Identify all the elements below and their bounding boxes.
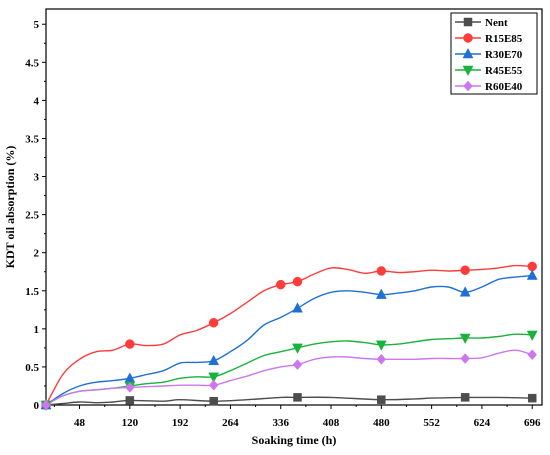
x-tick-label: 480 [373, 417, 390, 429]
data-point-neat [460, 393, 470, 402]
legend-marker-r15e85 [463, 33, 473, 43]
x-tick-label: 624 [474, 417, 491, 429]
data-point-r45e55 [208, 372, 220, 383]
data-point-r30e70 [526, 269, 538, 280]
data-point-r30e70 [292, 302, 303, 313]
data-point-neat [293, 393, 302, 402]
y-axis: 0 0.5 1 1.5 2 2.5 3 3.5 4 4.5 5 [25, 19, 46, 412]
legend-marker-r30e70 [462, 47, 474, 59]
data-point-r60e40 [292, 359, 303, 371]
x-tick-label: 48 [74, 417, 86, 429]
legend-label-r45e55: R45E55 [485, 65, 523, 77]
x-tick-label: 264 [222, 417, 239, 429]
y-tick-label: 0.5 [25, 362, 39, 374]
y-tick-label: 1.5 [25, 286, 39, 298]
data-point-r60e40 [527, 349, 538, 361]
data-point-r15e85 [275, 279, 286, 290]
data-point-r45e55 [292, 343, 303, 354]
y-axis-title: KDT oil absorption (%) [3, 146, 17, 269]
x-tick-label: 120 [122, 417, 139, 429]
x-tick-label: 408 [323, 417, 340, 429]
x-tick-label: 696 [524, 417, 541, 429]
y-tick-label: 1 [34, 324, 40, 336]
data-point-r15e85 [125, 339, 135, 349]
data-point-r60e40 [460, 353, 470, 364]
x-tick-label: 336 [272, 417, 289, 429]
data-point-r60e40 [208, 379, 219, 391]
data-point-r15e85 [460, 265, 470, 275]
legend-label-r60e40: R60E40 [485, 81, 523, 93]
data-point-r15e85 [376, 266, 387, 276]
data-point-r30e70 [459, 286, 471, 297]
data-point-r15e85 [292, 276, 303, 287]
data-point-neat [527, 393, 537, 403]
series-line-r45e55 [45, 333, 533, 406]
data-point-r45e55 [459, 333, 471, 345]
y-tick-label: 2 [34, 248, 40, 260]
data-point-r60e40 [376, 353, 387, 365]
legend-label-neat: Nent [485, 17, 508, 29]
series-line-neat [45, 396, 533, 406]
y-tick-label: 0 [34, 400, 40, 412]
series-lines [45, 264, 533, 406]
data-point-r60e40 [124, 382, 135, 393]
x-axis: 48 120 192 264 336 408 480 552 624 696 [53, 405, 541, 429]
legend-marker-r45e55 [462, 65, 474, 77]
series-markers [40, 261, 538, 412]
series-line-r30e70 [45, 274, 533, 406]
plot-frame [45, 8, 543, 406]
data-point-r30e70 [375, 288, 387, 299]
data-point-neat [125, 396, 135, 405]
data-point-neat [377, 395, 386, 404]
legend: Nent R15E85 R30E70 R45E55 R60E40 [450, 12, 538, 95]
y-tick-label: 4.5 [25, 57, 39, 69]
data-point-neat [209, 396, 218, 406]
legend-marker-r60e40 [463, 80, 473, 92]
legend-box [450, 12, 538, 95]
data-point-r15e85 [208, 318, 219, 328]
data-point-r45e55 [375, 340, 387, 351]
y-tick-label: 4 [34, 95, 40, 107]
x-tick-label: 192 [172, 417, 189, 429]
y-tick-label: 3.5 [25, 133, 39, 145]
data-point-r60e40 [41, 399, 51, 411]
y-tick-label: 3 [34, 172, 40, 184]
legend-label-r30e70: R30E70 [485, 49, 523, 61]
x-axis-title: Soaking time (h) [252, 433, 337, 447]
y-tick-label: 2.5 [25, 210, 39, 222]
legend-marker-neat [463, 17, 473, 27]
x-tick-label: 552 [423, 417, 440, 429]
series-line-r15e85 [45, 264, 533, 406]
y-tick-label: 5 [34, 19, 40, 31]
data-point-r30e70 [208, 354, 220, 366]
data-point-r45e55 [526, 330, 538, 341]
legend-label-r15e85: R15E85 [485, 33, 523, 45]
